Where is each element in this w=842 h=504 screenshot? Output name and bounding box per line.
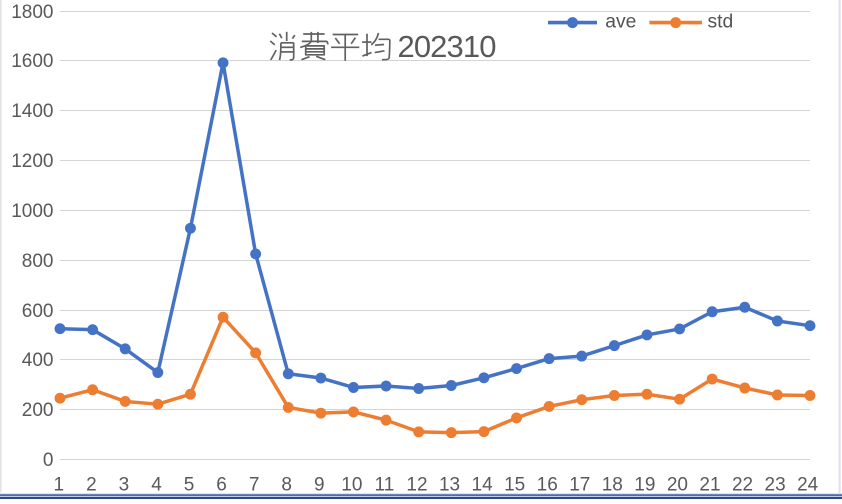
svg-text:19: 19	[634, 475, 655, 496]
svg-text:17: 17	[569, 475, 590, 496]
svg-text:16: 16	[537, 475, 558, 496]
svg-text:3: 3	[119, 475, 130, 496]
svg-text:1800: 1800	[11, 2, 53, 23]
svg-text:400: 400	[22, 350, 54, 371]
svg-text:9: 9	[314, 475, 325, 496]
svg-text:8: 8	[281, 475, 292, 496]
svg-text:14: 14	[472, 475, 494, 496]
svg-text:12: 12	[406, 475, 427, 496]
svg-text:ave: ave	[605, 12, 636, 33]
svg-text:18: 18	[602, 475, 623, 496]
svg-text:21: 21	[699, 475, 720, 496]
svg-text:4: 4	[151, 475, 162, 496]
svg-text:std: std	[708, 12, 734, 33]
svg-text:24: 24	[797, 475, 819, 496]
svg-text:1400: 1400	[11, 101, 53, 122]
svg-text:800: 800	[22, 251, 54, 272]
svg-text:200: 200	[22, 400, 54, 421]
svg-text:15: 15	[504, 475, 525, 496]
svg-text:7: 7	[249, 475, 260, 496]
svg-text:22: 22	[732, 475, 753, 496]
svg-text:202310: 202310	[398, 29, 497, 64]
svg-text:23: 23	[765, 475, 786, 496]
svg-text:1000: 1000	[11, 201, 53, 222]
svg-text:6: 6	[216, 475, 227, 496]
svg-text:20: 20	[667, 475, 688, 496]
svg-text:13: 13	[439, 475, 460, 496]
svg-text:600: 600	[22, 301, 54, 322]
svg-text:10: 10	[341, 475, 362, 496]
svg-text:5: 5	[184, 475, 195, 496]
svg-text:0: 0	[43, 450, 54, 471]
svg-text:1: 1	[54, 475, 65, 496]
svg-text:2: 2	[86, 475, 97, 496]
svg-text:1200: 1200	[11, 151, 53, 172]
svg-text:1600: 1600	[11, 51, 53, 72]
svg-text:11: 11	[375, 475, 395, 496]
